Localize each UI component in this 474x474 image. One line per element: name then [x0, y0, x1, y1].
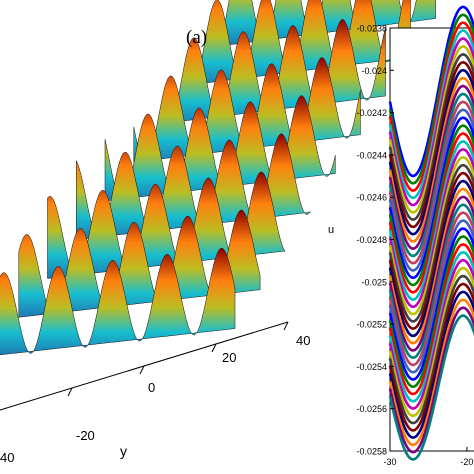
u-tick-label: -0.0244 — [356, 150, 387, 160]
x-tick-label: -30 — [383, 457, 396, 467]
series-curve — [388, 108, 474, 272]
line-plot-panel: -0.0258 -0.0256 -0.0254 -0.0252 -0.025 -0.024… — [328, 5, 474, 467]
u-tick-label: -0.0248 — [356, 235, 387, 245]
y-tick-label: 0 — [148, 380, 155, 395]
series-curve — [388, 195, 474, 352]
u-tick-label: -0.0238 — [356, 24, 387, 34]
u-tick-label: -0.0252 — [356, 320, 387, 330]
series-curve — [388, 250, 474, 403]
surface-strip — [0, 247, 236, 356]
series-curve — [388, 179, 474, 338]
series-curve — [388, 274, 474, 425]
y-tick-mark — [67, 387, 73, 397]
y-tick-mark — [139, 365, 145, 375]
series-curve — [388, 148, 474, 309]
y-tick-mark — [283, 321, 289, 331]
u-tick-label: -0.0242 — [356, 108, 387, 118]
y-tick-group: 40 -20 0 20 40 — [0, 321, 310, 465]
series-curve — [388, 60, 474, 229]
series-curve — [388, 140, 474, 301]
u-tick-label: -0.024 — [361, 66, 387, 76]
series-curve — [388, 211, 474, 367]
series-curve — [388, 5, 474, 178]
series-curve — [388, 235, 474, 389]
series-curve — [388, 92, 474, 258]
series-curve — [388, 171, 474, 330]
series-curve — [388, 266, 474, 418]
series-curve — [388, 124, 474, 287]
series-curve — [388, 68, 474, 236]
series-curve — [388, 219, 474, 374]
u-tick-label: -0.0246 — [356, 193, 387, 203]
series-curve — [388, 155, 474, 316]
series-curve — [388, 76, 474, 243]
series-curve — [388, 21, 474, 192]
u-tick-label: -0.0254 — [356, 362, 387, 372]
surface-plot-panel: 40 -20 0 20 40 y — [0, 0, 436, 465]
series-curve — [388, 290, 474, 439]
u-tick-group: -0.0258 -0.0256 -0.0254 -0.0252 -0.025 -0.024… — [356, 24, 394, 457]
u-tick-label: -0.025 — [361, 277, 387, 287]
panel-label: (a) — [186, 27, 207, 48]
y-tick-label: 20 — [222, 350, 236, 365]
u-tick-label: -0.0256 — [356, 404, 387, 414]
series-curve — [388, 116, 474, 280]
curve-group — [388, 5, 474, 461]
series-curve — [388, 227, 474, 381]
series-curve — [388, 243, 474, 396]
series-curve — [388, 298, 474, 447]
series-curve — [388, 100, 474, 265]
y-axis-label: y — [120, 443, 127, 459]
y-tick-label: 40 — [296, 333, 310, 348]
wave-surface — [0, 0, 436, 356]
y-tick-label: 40 — [0, 450, 14, 465]
u-tick-label: -0.0258 — [356, 447, 387, 457]
u-axis-label: u — [328, 224, 334, 236]
series-curve — [388, 132, 474, 294]
series-curve — [388, 187, 474, 345]
series-curve — [388, 258, 474, 410]
series-curve — [388, 163, 474, 323]
series-curve — [388, 282, 474, 432]
x-tick-group: -30 -20 — [383, 447, 473, 467]
x-tick-label: -20 — [460, 457, 473, 467]
series-curve — [388, 13, 474, 185]
series-curve — [388, 203, 474, 360]
series-curve — [388, 84, 474, 251]
series-curve — [388, 45, 474, 214]
series-curve — [388, 37, 474, 207]
series-curve — [388, 53, 474, 221]
y-tick-label: -20 — [76, 428, 95, 443]
y-tick-mark — [211, 343, 217, 353]
series-curve — [388, 314, 474, 461]
series-curve — [388, 29, 474, 200]
series-curve — [388, 306, 474, 454]
